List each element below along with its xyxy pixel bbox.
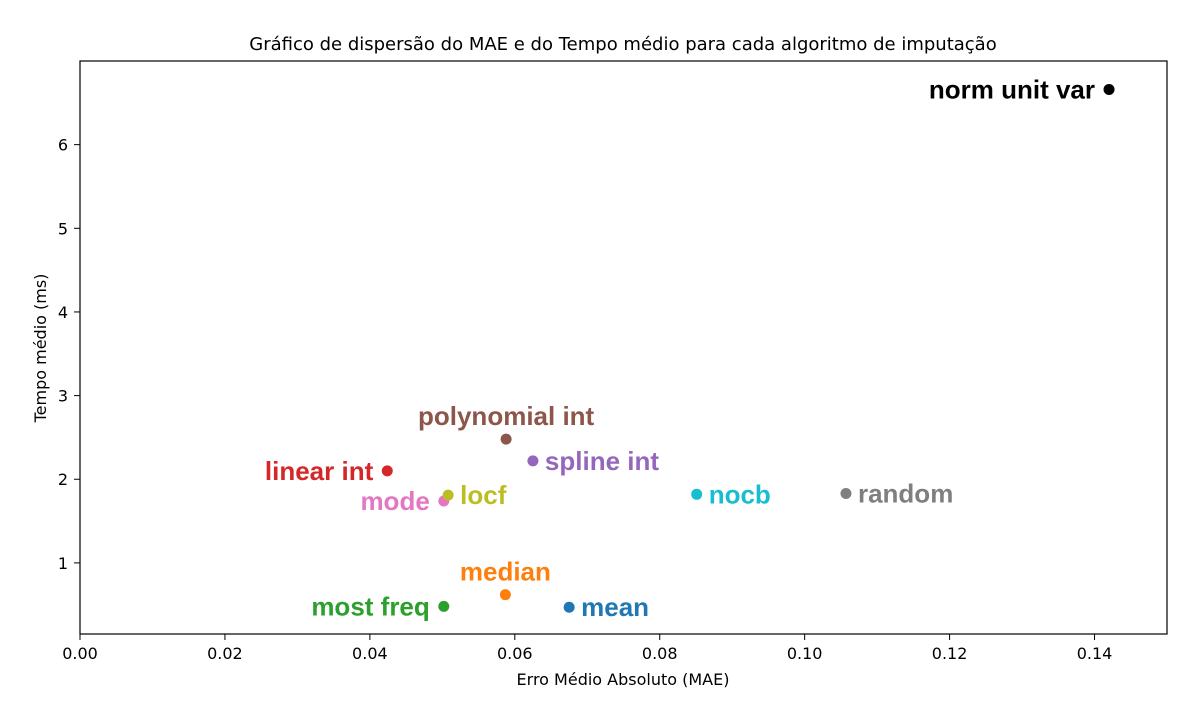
y-tick-label: 1 <box>58 554 68 573</box>
y-tick-label: 4 <box>58 303 68 322</box>
point-most-freq <box>438 600 450 612</box>
point-label-nocb: nocb <box>709 479 771 509</box>
y-axis-ticks: 1 2 3 4 5 6 <box>58 136 80 573</box>
point-label-random: random <box>858 478 953 508</box>
point-label-median: median <box>460 557 551 587</box>
x-tick-label: 0.02 <box>207 644 243 663</box>
point-median <box>499 589 511 601</box>
y-tick-label: 2 <box>58 470 68 489</box>
point-random <box>840 487 852 499</box>
point-label-mean: mean <box>581 592 649 622</box>
point-locf <box>442 489 454 501</box>
point-label-mode: mode <box>360 486 429 516</box>
point-label-polynomial-int: polynomial int <box>418 401 595 431</box>
point-label-spline-int: spline int <box>545 446 659 476</box>
point-label-linear-int: linear int <box>265 456 374 486</box>
y-axis-label: Tempo médio (ms) <box>31 274 50 424</box>
x-tick-label: 0.00 <box>62 644 98 663</box>
plot-area-frame <box>79 60 1168 635</box>
x-tick-label: 0.04 <box>352 644 388 663</box>
y-tick-label: 5 <box>58 219 68 238</box>
point-label-locf: locf <box>460 480 507 510</box>
point-linear-int <box>381 465 393 477</box>
x-tick-label: 0.12 <box>932 644 968 663</box>
x-tick-label: 0.06 <box>497 644 533 663</box>
point-mean <box>563 601 575 613</box>
x-tick-label: 0.10 <box>787 644 823 663</box>
point-nocb <box>691 488 703 500</box>
point-spline-int <box>527 455 539 467</box>
y-tick-label: 6 <box>58 136 68 155</box>
x-tick-label: 0.08 <box>642 644 678 663</box>
point-norm-unit-var <box>1103 83 1115 95</box>
y-tick-label: 3 <box>58 387 68 406</box>
point-polynomial-int <box>500 433 512 445</box>
chart-title: Gráfico de dispersão do MAE e do Tempo m… <box>249 34 996 55</box>
x-tick-label: 0.14 <box>1077 644 1113 663</box>
data-points: mean median most freq linear int spline int p… <box>265 74 1115 622</box>
x-axis-ticks: 0.00 0.02 0.04 0.06 0.08 0.10 0.12 0.14 <box>62 634 1112 663</box>
x-axis-label: Erro Médio Absoluto (MAE) <box>517 670 730 689</box>
point-label-norm-unit-var: norm unit var <box>929 74 1095 104</box>
point-label-most-freq: most freq <box>311 591 429 621</box>
